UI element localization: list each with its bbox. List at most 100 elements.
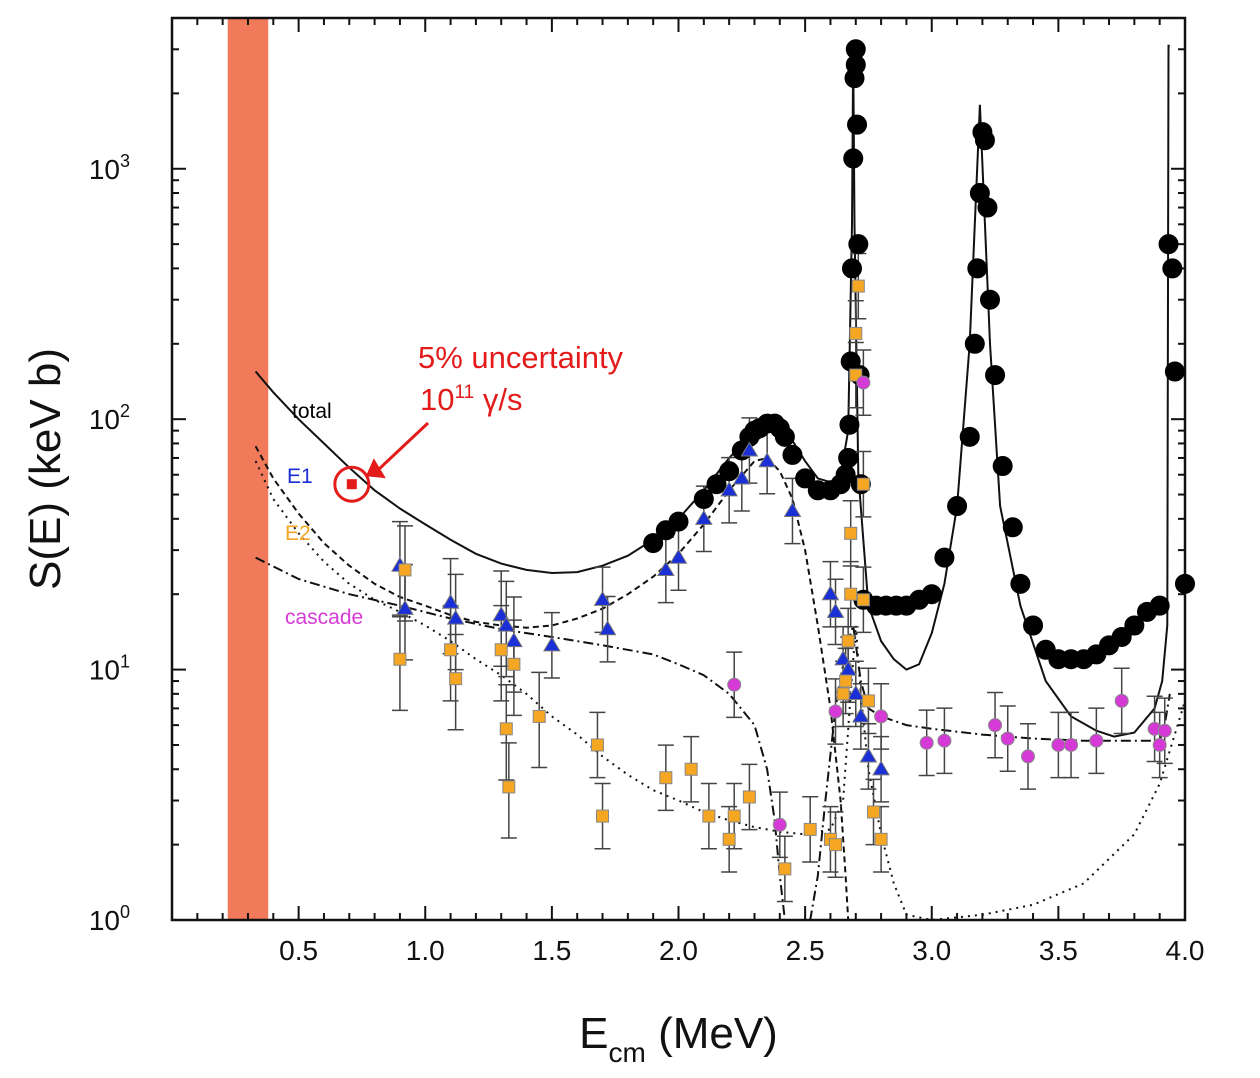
point-total [845,54,866,75]
point-total [1111,626,1132,647]
point-E2 [861,694,875,708]
point-total [693,488,714,509]
point-E1 [720,481,739,497]
point-E2 [722,832,736,846]
point-total [643,533,664,554]
point-E2 [829,838,843,852]
point-cascade [772,817,787,832]
x-axis-title-main: E [579,1009,608,1058]
point-E2 [684,762,698,776]
point-total [668,511,689,532]
y-tick-base: 10 [89,154,120,185]
point-E2 [742,790,756,804]
point-E1 [656,560,675,577]
point-E2 [393,652,407,666]
point-E2 [844,526,858,540]
y-tick-label: 101 [89,652,130,686]
point-cascade [874,709,889,724]
point-E1 [441,593,460,609]
point-E2 [502,780,516,794]
point-cascade [727,677,742,692]
curve-labels: total E1 E2 cascade [285,400,363,629]
y-tick-exp: 1 [120,652,130,672]
point-E2 [874,832,888,846]
point-total [1149,595,1170,616]
point-E2 [856,593,870,607]
x-tick-label: 2.5 [786,935,825,966]
point-total [1164,361,1185,382]
point-E1 [492,606,511,622]
annotation-ring [333,465,371,503]
point-E2 [596,809,610,823]
point-E2 [398,563,412,577]
y-tick-exp: 0 [120,902,130,922]
point-total [977,197,998,218]
y-tick-base: 10 [89,655,120,686]
y-tick-label: 103 [89,151,130,185]
point-total [921,584,942,605]
curve-label-E2: E2 [285,522,311,545]
point-E1 [826,602,845,618]
point-total [959,426,980,447]
point-total [967,258,988,279]
y-tick-exp: 2 [120,401,130,421]
point-total [706,474,727,495]
y-axis-title: S(E) (keV b) [21,348,70,590]
x-axis-title: Ecm (MeV) [579,1009,778,1068]
point-E1 [446,609,465,625]
shaded-energy-band [227,18,269,920]
x-axis-title-sub: cm [609,1037,646,1068]
point-total [1010,573,1031,594]
x-tick-labels: 0.5 1.0 1.5 2.0 2.5 3.0 3.5 4.0 [279,935,1204,966]
point-cascade [1020,749,1035,764]
annotation-line2: 1011 γ/s [420,382,522,417]
point-E1 [834,650,852,666]
point-E2 [851,279,865,293]
y-tick-base: 10 [89,404,120,435]
annotation-exp: 11 [454,382,474,403]
point-total [719,461,740,482]
point-total [992,456,1013,477]
point-total [1124,615,1145,636]
point-E1 [505,632,523,648]
point-E2 [836,687,850,701]
point-E2 [844,587,858,601]
point-E2 [867,805,881,819]
point-E1 [859,747,878,763]
point-total [847,114,868,135]
point-total [795,468,816,489]
point-total [1023,615,1044,636]
point-E1 [669,548,688,564]
point-E2 [803,822,817,836]
point-E1 [783,501,802,518]
point-E2 [659,771,673,785]
point-total [774,426,795,447]
curve-cascade [255,556,1171,921]
x-tick-label: 1.0 [406,935,445,966]
curve-E1 [254,445,850,921]
point-E1 [593,590,612,606]
point-E2 [778,862,792,876]
point-total [934,547,955,568]
point-total [782,444,803,465]
point-total [979,289,1000,310]
point-cascade [1157,723,1172,738]
point-E2 [499,722,513,736]
point-total [838,447,859,468]
x-tick-label: 1.5 [532,935,571,966]
point-total [1162,258,1183,279]
point-E2 [839,674,853,688]
point-total [985,365,1006,386]
point-E1 [872,760,890,776]
point-E2 [590,738,604,752]
point-total [1175,573,1195,594]
point-E1 [543,636,561,652]
point-total [947,496,968,517]
point-cascade [1114,693,1129,708]
x-tick-label: 2.0 [659,935,698,966]
curve-label-total: total [292,400,332,423]
plot-frame [170,16,1187,922]
data-points [391,39,1195,876]
axis-ticks [172,17,1185,921]
